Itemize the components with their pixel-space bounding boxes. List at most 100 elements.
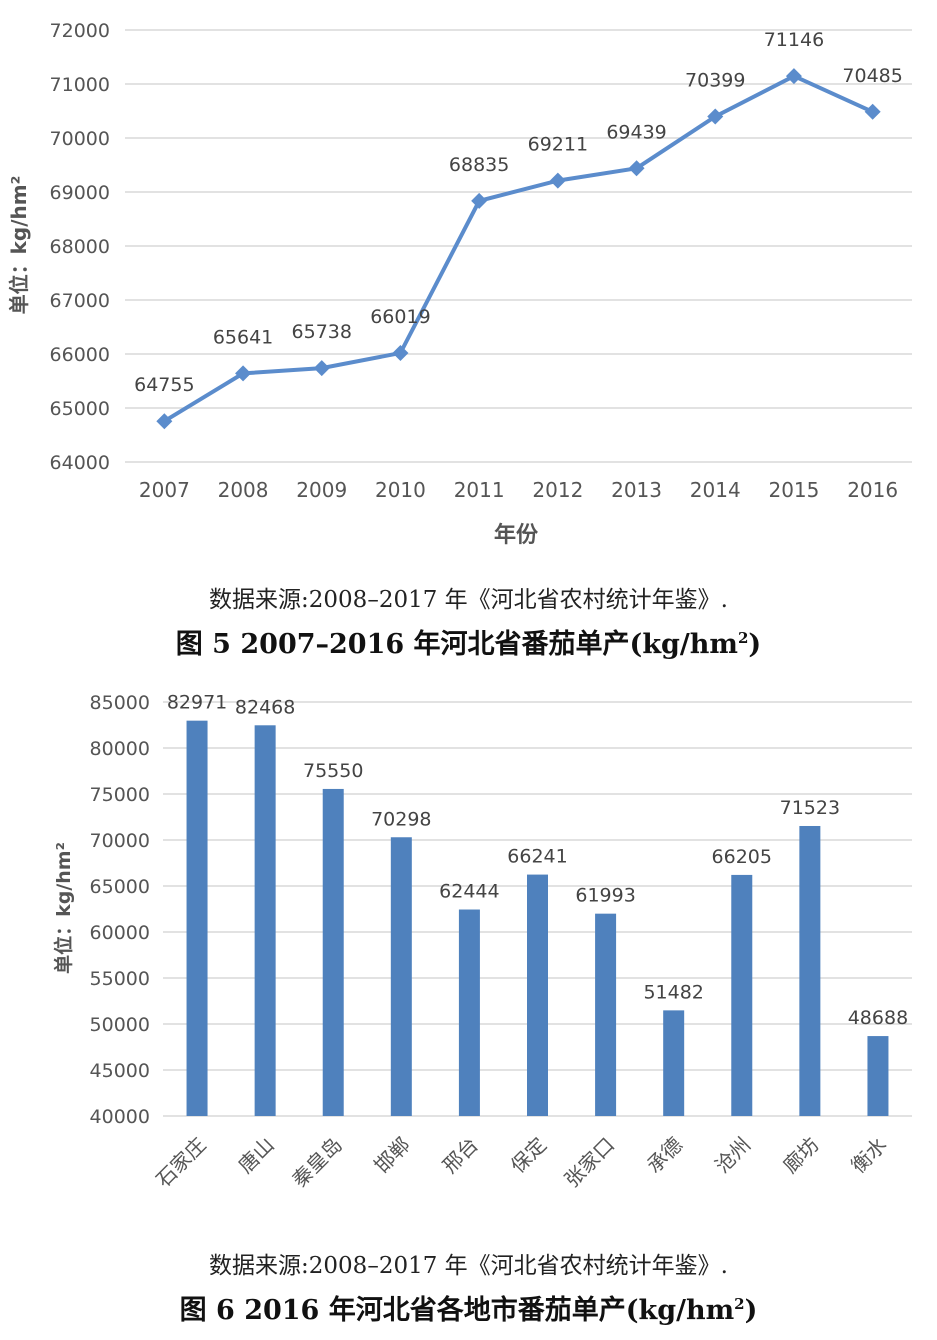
data-labels: 64755 65641 65738 66019 68835 69211 69439 70399… [134, 29, 903, 396]
data-point [313, 360, 330, 377]
bar [458, 909, 480, 1116]
x-tick-labels: 2007 2008 2009 2010 2011 2012 2013 2014 2015 2016 [139, 478, 898, 502]
x-tick-label: 石家庄 [151, 1133, 210, 1192]
data-label: 66019 [370, 306, 430, 328]
y-tick-label: 69000 [50, 182, 110, 204]
x-tick-labels: 石家庄 唐山 秦皇岛 邯郸 邢台 保定 张家口 承德 沧州 廊坊 衡水 [151, 1133, 891, 1192]
y-tick-label: 70000 [50, 128, 110, 150]
data-labels: 82971 82468 75550 70298 62444 66241 61993 51482… [167, 692, 908, 1029]
bar [663, 1010, 685, 1116]
y-tick-label: 45000 [90, 1060, 150, 1082]
data-point [549, 172, 566, 189]
x-tick-label: 2009 [296, 478, 347, 502]
data-label: 70298 [371, 808, 431, 830]
x-tick-label: 秦皇岛 [287, 1133, 346, 1192]
y-axis-label: 单位：kg/hm² [7, 176, 31, 315]
y-tick-label: 68000 [50, 236, 110, 258]
data-points [156, 68, 881, 430]
x-tick-label: 邯郸 [370, 1133, 415, 1178]
bar [390, 837, 412, 1116]
data-label: 71523 [780, 797, 840, 819]
y-tick-label: 60000 [90, 922, 150, 944]
data-label: 82971 [167, 692, 227, 714]
x-tick-label: 沧州 [710, 1133, 755, 1178]
data-point [235, 365, 252, 382]
x-tick-label: 张家口 [560, 1133, 619, 1192]
data-label: 64755 [134, 374, 194, 396]
bar [527, 874, 548, 1116]
data-label: 65641 [213, 326, 273, 348]
y-tick-label: 40000 [90, 1106, 150, 1128]
y-tick-label: 67000 [50, 290, 110, 312]
bar-chart: 40000 45000 50000 55000 60000 65000 70000 75000… [52, 692, 912, 1192]
bar [186, 720, 208, 1116]
x-tick-label: 邢台 [438, 1133, 483, 1178]
x-tick-label: 保定 [506, 1133, 551, 1178]
x-axis-label: 年份 [494, 522, 539, 548]
x-tick-label: 2011 [454, 478, 505, 502]
y-tick-label: 85000 [90, 692, 150, 714]
y-tick-label: 65000 [50, 398, 110, 420]
data-label: 66241 [507, 846, 567, 868]
data-label: 71146 [764, 29, 824, 51]
line-chart: 64000 65000 66000 67000 68000 69000 70000 71000… [7, 20, 912, 548]
bar [254, 725, 276, 1116]
data-label: 70485 [842, 65, 902, 87]
bar [799, 825, 821, 1116]
x-tick-label: 唐山 [233, 1133, 278, 1178]
data-label: 66205 [712, 846, 772, 868]
y-tick-label: 65000 [90, 876, 150, 898]
data-label: 68835 [449, 154, 509, 176]
x-tick-label: 衡水 [846, 1133, 891, 1178]
y-tick-label: 72000 [50, 20, 110, 42]
y-tick-label: 64000 [50, 452, 110, 474]
x-tick-label: 2008 [218, 478, 269, 502]
x-tick-label: 2007 [139, 478, 190, 502]
bar [731, 874, 753, 1116]
data-label: 69211 [528, 134, 588, 156]
series-line [163, 73, 874, 423]
figure5-source-note: 数据来源:2008–2017 年《河北省农村统计年鉴》. [209, 587, 728, 613]
data-label: 82468 [235, 696, 295, 718]
bar [595, 913, 617, 1116]
x-tick-label: 承德 [642, 1133, 687, 1178]
y-tick-label: 55000 [90, 968, 150, 990]
x-tick-label: 2013 [611, 478, 662, 502]
x-tick-label: 2016 [847, 478, 898, 502]
y-tick-label: 80000 [90, 738, 150, 760]
y-tick-labels: 64000 65000 66000 67000 68000 69000 70000 71000… [50, 20, 110, 474]
bars [186, 720, 889, 1116]
y-tick-label: 66000 [50, 344, 110, 366]
y-tick-labels: 40000 45000 50000 55000 60000 65000 70000 75000… [90, 692, 150, 1128]
x-tick-label: 2014 [690, 478, 741, 502]
data-point [707, 108, 724, 125]
data-point [392, 344, 409, 361]
figure6-source-note: 数据来源:2008–2017 年《河北省农村统计年鉴》. [209, 1253, 728, 1279]
gridlines [125, 29, 912, 463]
y-tick-label: 70000 [90, 830, 150, 852]
x-tick-label: 2010 [375, 478, 426, 502]
data-point [471, 192, 488, 209]
data-point [785, 68, 802, 85]
x-tick-label: 廊坊 [778, 1133, 823, 1178]
y-axis-label: 单位：kg/hm² [52, 842, 75, 974]
y-tick-label: 71000 [50, 74, 110, 96]
figure6-caption: 图 6 2016 年河北省各地市番茄单产(kg/hm2) [179, 1295, 758, 1326]
data-label: 75550 [303, 760, 363, 782]
data-label: 62444 [439, 881, 499, 903]
y-tick-label: 50000 [90, 1014, 150, 1036]
x-tick-label: 2015 [768, 478, 819, 502]
data-label: 65738 [292, 321, 352, 343]
x-tick-label: 2012 [532, 478, 583, 502]
data-label: 69439 [606, 121, 666, 143]
data-label: 61993 [575, 885, 635, 907]
data-point [156, 413, 173, 430]
data-point [864, 103, 881, 120]
data-label: 51482 [643, 981, 703, 1003]
bar [322, 788, 344, 1116]
figure5-caption: 图 5 2007–2016 年河北省番茄单产(kg/hm2) [175, 629, 762, 660]
y-tick-label: 75000 [90, 784, 150, 806]
data-label: 70399 [685, 69, 745, 91]
data-point [628, 160, 645, 177]
data-label: 48688 [848, 1007, 908, 1029]
